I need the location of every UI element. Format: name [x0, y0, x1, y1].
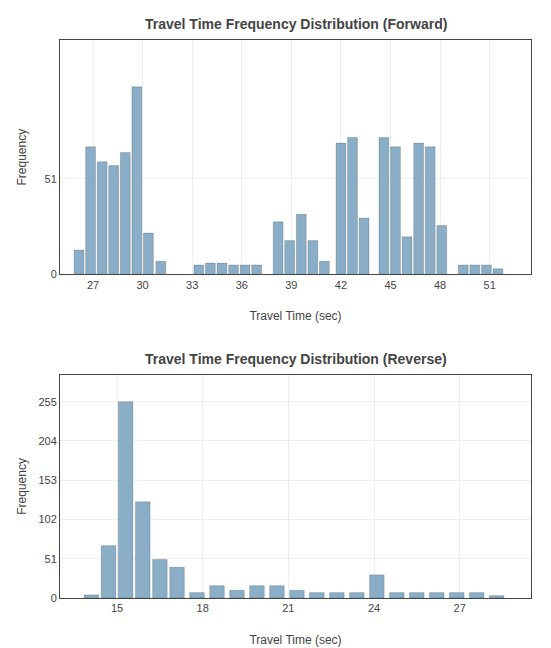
svg-text:0: 0: [51, 268, 57, 280]
svg-text:Travel Time (sec): Travel Time (sec): [249, 633, 341, 647]
svg-text:0: 0: [51, 592, 57, 604]
svg-text:255: 255: [38, 396, 56, 408]
svg-text:21: 21: [282, 602, 294, 614]
svg-text:45: 45: [384, 279, 396, 291]
svg-text:Travel Time Frequency Distribu: Travel Time Frequency Distribution (Forw…: [145, 16, 447, 32]
svg-text:24: 24: [368, 602, 380, 614]
svg-text:48: 48: [434, 279, 446, 291]
svg-text:204: 204: [38, 435, 56, 447]
svg-text:18: 18: [197, 602, 209, 614]
svg-text:51: 51: [484, 279, 496, 291]
svg-text:51: 51: [45, 553, 57, 565]
svg-text:Frequency: Frequency: [15, 129, 29, 186]
svg-text:36: 36: [236, 279, 248, 291]
svg-text:27: 27: [454, 602, 466, 614]
svg-text:27: 27: [87, 279, 99, 291]
svg-text:30: 30: [137, 279, 149, 291]
svg-text:102: 102: [38, 513, 56, 525]
svg-text:42: 42: [335, 279, 347, 291]
svg-text:Frequency: Frequency: [15, 458, 29, 515]
svg-text:Travel Time Frequency Distribu: Travel Time Frequency Distribution (Reve…: [145, 351, 447, 367]
svg-text:Travel Time (sec): Travel Time (sec): [249, 309, 341, 323]
svg-text:39: 39: [285, 279, 297, 291]
svg-text:33: 33: [186, 279, 198, 291]
svg-text:15: 15: [111, 602, 123, 614]
svg-text:51: 51: [45, 173, 57, 185]
svg-text:153: 153: [38, 474, 56, 486]
